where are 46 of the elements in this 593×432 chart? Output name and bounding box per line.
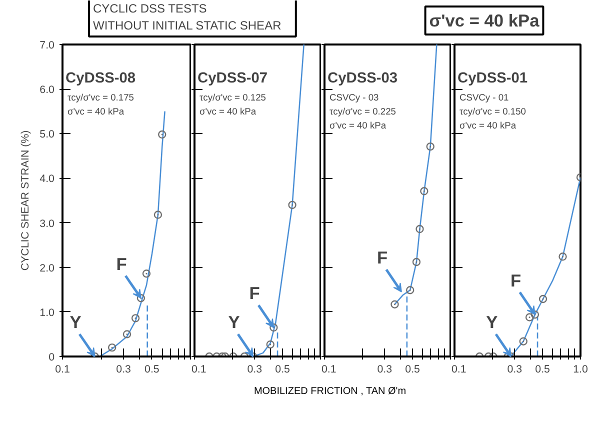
x-tick-label: 1.0 [573,364,588,376]
annotation: CSVCy - 01 [460,92,509,102]
y-tick-label: 5.0 [40,128,55,141]
annotation: F [249,283,260,304]
text: CYCLIC DSS TESTS WITHOUT INITIAL STATIC SHEAR [93,2,282,32]
annotation: τcy/σ'vc = 0.175 [68,92,134,102]
x-tick-label: 0.5 [144,364,160,376]
annotation: σ'vc = 40 kPa [460,120,517,130]
text: CyDSS-03 [328,70,398,86]
text: CyDSS-01 [458,70,528,86]
annotation: τcy/σ'vc = 0.225 [330,106,396,116]
x-tick-label: 0.3 [247,364,262,376]
annotation: Y [228,312,240,332]
x-tick-label: 0.3 [377,364,392,376]
y-tick-label: 0 [48,352,55,364]
y-tick-label: 4.0 [40,173,55,186]
annotation: σ'vc = 40 kPa [68,106,125,116]
annotation: σ'vc = 40 kPa [330,120,387,130]
y-tick-label: 1.0 [40,306,55,319]
y-axis-title: CYCLIC SHEAR STRAIN (%) [20,130,32,271]
annotation: τcy/σ'vc = 0.150 [460,106,526,116]
annotation: F [510,270,522,290]
text: CyDSS-08 [66,70,136,86]
text: CyDSS-07 [198,70,268,86]
y-tick-label: 6.0 [40,84,55,96]
annotation: F [116,254,127,274]
x-tick-label: 0.3 [507,364,522,376]
annotation: CSVCy - 03 [330,92,379,102]
annotation: Y [486,312,498,332]
annotation: Y [70,312,82,332]
x-tick-label: 0.5 [275,364,290,376]
annotation: F [377,248,388,268]
y-tick-label: 7.0 [40,40,55,52]
y-tick-label: 3.0 [40,218,55,230]
x-tick-label: 0.1 [55,364,70,376]
x-tick-label: 0.5 [405,364,420,376]
annotation: σ'vc = 40 kPa [200,106,257,116]
y-tick-label: 2.0 [40,262,55,274]
x-tick-label: 0.5 [535,364,550,376]
x-tick-label: 0.1 [322,364,336,376]
x-tick-label: 0.3 [116,364,132,376]
text: MOBILIZED FRICTION , TAN Ø'm [254,385,406,399]
text: σ'vc = 40 kPa [429,10,540,30]
annotation: τcy/σ'vc = 0.125 [200,92,266,102]
x-tick-label: 0.1 [452,364,466,376]
x-tick-label: 0.1 [192,364,206,376]
